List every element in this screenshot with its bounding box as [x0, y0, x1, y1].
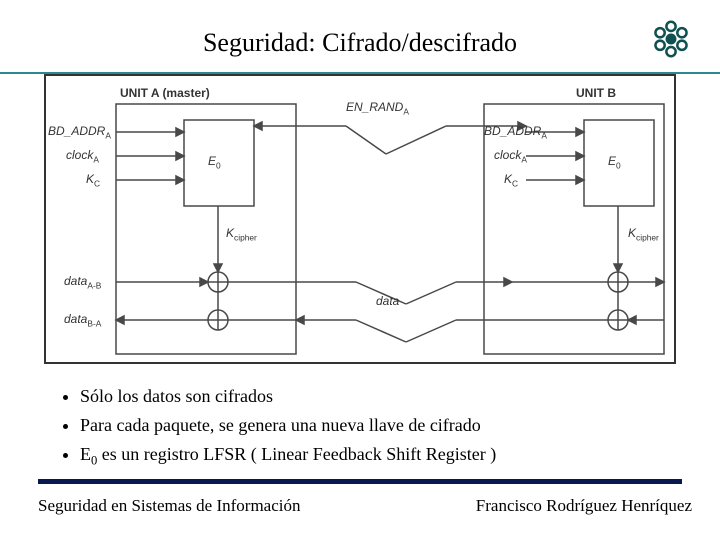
en-rand: EN_RANDA	[346, 100, 409, 116]
clock-a: clockA	[66, 148, 99, 164]
unit-b-label: UNIT B	[576, 86, 616, 100]
data-ba: dataB-A	[64, 312, 101, 328]
bullet-list: Sólo los datos son cifrados Para cada pa…	[60, 382, 496, 470]
bullet-1: Sólo los datos son cifrados	[80, 382, 496, 411]
footer-divider	[38, 479, 682, 484]
kcipher-a: Kcipher	[226, 226, 257, 242]
footer-right: Francisco Rodríguez Henríquez	[476, 496, 692, 516]
bdaddr-b: BD_ADDRA	[484, 124, 547, 140]
cipher-diagram: UNIT A (master) UNIT B BD_ADDRA clockA K…	[44, 74, 676, 364]
bdaddr-a: BD_ADDRA	[48, 124, 111, 140]
clock-b: clockA	[494, 148, 527, 164]
unit-a-label: UNIT A (master)	[120, 86, 210, 100]
kc-b: KC	[504, 172, 518, 188]
data-mid: data	[376, 294, 399, 308]
data-ab: dataA-B	[64, 274, 101, 290]
kcipher-b: Kcipher	[628, 226, 659, 242]
e0-a: E0	[208, 154, 221, 170]
slide: Seguridad: Cifrado/descifrado	[0, 0, 720, 540]
bullet-3: E0 es un registro LFSR ( Linear Feedback…	[80, 440, 496, 471]
kc-a: KC	[86, 172, 100, 188]
page-title: Seguridad: Cifrado/descifrado	[0, 28, 720, 58]
footer-left: Seguridad en Sistemas de Información	[38, 496, 301, 516]
bullet-2: Para cada paquete, se genera una nueva l…	[80, 411, 496, 440]
diagram-svg	[46, 76, 678, 366]
e0-b: E0	[608, 154, 621, 170]
